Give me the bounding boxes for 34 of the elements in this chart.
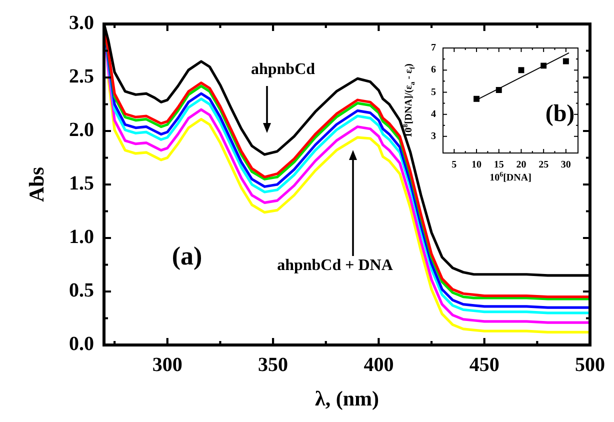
y-tick-label: 0.5 bbox=[69, 280, 94, 302]
point bbox=[518, 67, 524, 74]
x-tick-label: 20 bbox=[516, 160, 526, 171]
x-tick-label: 400 bbox=[364, 354, 394, 376]
x-tick-label: 10 bbox=[472, 160, 482, 171]
y-tick-label: 3 bbox=[431, 131, 436, 142]
y-tick-label: 2.0 bbox=[69, 119, 94, 142]
annotation: (a) bbox=[172, 242, 202, 271]
y-tick-label: 4 bbox=[431, 108, 436, 120]
point bbox=[474, 96, 480, 102]
y-tick-label: 3.0 bbox=[69, 12, 94, 34]
x-axis-title: λ, (nm) bbox=[315, 386, 379, 410]
point bbox=[496, 87, 502, 93]
y-tick-label: 1.5 bbox=[69, 172, 94, 195]
y-tick-label: 1.0 bbox=[69, 226, 94, 248]
x-tick-label: 5 bbox=[452, 160, 457, 171]
x-tick-label: 350 bbox=[258, 354, 288, 376]
annotation: ahpnbCd bbox=[250, 61, 316, 78]
x-tick-label: 25 bbox=[538, 160, 549, 171]
y-tick-label: 7 bbox=[431, 42, 436, 54]
x-tick-label: 450 bbox=[469, 354, 500, 376]
point bbox=[540, 62, 547, 69]
x-tick-label: 30 bbox=[560, 160, 571, 171]
x-tick-label: 15 bbox=[494, 160, 504, 171]
x-tick-label: 300 bbox=[152, 354, 182, 376]
y-tick-label: 6 bbox=[431, 64, 436, 76]
point bbox=[562, 58, 569, 64]
y-tick-label: 5 bbox=[431, 86, 436, 98]
x-tick-label: 500 bbox=[575, 354, 605, 376]
annotation: (b) bbox=[545, 101, 575, 128]
annotation: ahpnbCd + DNA bbox=[277, 257, 394, 274]
y-axis-title: Abs bbox=[24, 166, 48, 202]
y-tick-label: 2.5 bbox=[69, 66, 94, 88]
y-tick-label: 0.0 bbox=[69, 333, 94, 356]
